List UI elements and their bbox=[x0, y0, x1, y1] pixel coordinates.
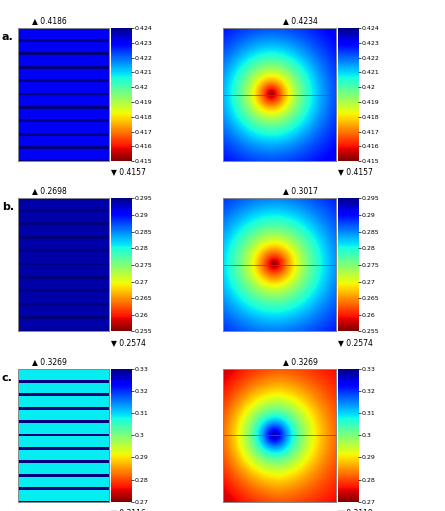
Text: ▲ 0.2698: ▲ 0.2698 bbox=[32, 187, 67, 195]
Text: ▲ 0.3269: ▲ 0.3269 bbox=[32, 357, 67, 366]
Text: ▼ 0.2574: ▼ 0.2574 bbox=[338, 338, 372, 346]
Text: a.: a. bbox=[2, 32, 13, 42]
Text: ▼ 0.4157: ▼ 0.4157 bbox=[338, 167, 372, 176]
Text: b.: b. bbox=[2, 202, 14, 213]
Text: ▲ 0.3017: ▲ 0.3017 bbox=[283, 187, 317, 195]
Text: ▼ 0.3116: ▼ 0.3116 bbox=[111, 508, 146, 511]
Text: ▲ 0.4234: ▲ 0.4234 bbox=[283, 16, 317, 25]
Text: ▲ 0.4186: ▲ 0.4186 bbox=[32, 16, 67, 25]
Text: c.: c. bbox=[2, 373, 12, 383]
Text: ▼ 0.3119: ▼ 0.3119 bbox=[338, 508, 372, 511]
Text: ▼ 0.4157: ▼ 0.4157 bbox=[111, 167, 146, 176]
Text: ▲ 0.3269: ▲ 0.3269 bbox=[283, 357, 317, 366]
Text: ▼ 0.2574: ▼ 0.2574 bbox=[111, 338, 146, 346]
